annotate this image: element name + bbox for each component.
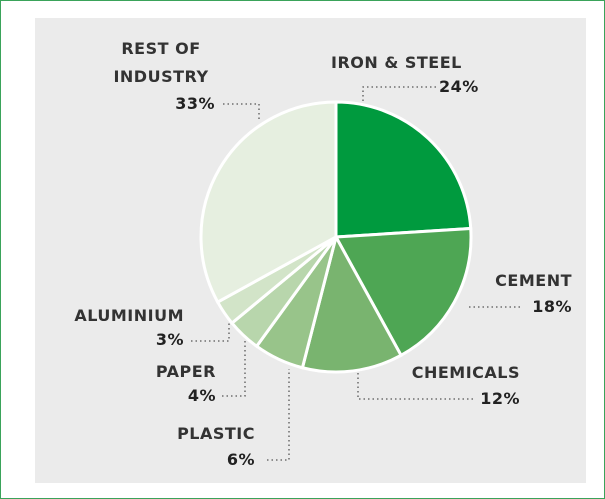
slice-name: ALUMINIUM — [74, 306, 184, 325]
leader-line — [223, 103, 260, 121]
slice-value: 12% — [480, 389, 520, 408]
leader-line — [357, 373, 475, 400]
pie-slice — [199, 100, 338, 305]
slice-value: 18% — [532, 297, 572, 316]
slice-name: CEMENT — [495, 271, 572, 290]
slice-name: PAPER — [155, 362, 216, 381]
leader-line — [191, 323, 230, 342]
pie-slice — [334, 100, 473, 239]
leader-line — [362, 86, 437, 101]
slice-value: 3% — [155, 330, 184, 349]
slice-value: 24% — [439, 77, 479, 96]
leader-line — [222, 341, 246, 397]
leader-line — [267, 369, 290, 461]
pie-slice — [333, 226, 473, 358]
pie-slice — [300, 232, 404, 374]
slice-value: 33% — [175, 94, 215, 113]
slice-name: CHEMICALS — [411, 363, 520, 382]
slice-name: PLASTIC — [177, 424, 255, 443]
slice-name: IRON & STEEL — [331, 53, 462, 72]
slice-name: REST OF INDUSTRY — [113, 39, 209, 86]
slice-value: 6% — [226, 450, 255, 469]
slice-value: 4% — [187, 386, 216, 405]
